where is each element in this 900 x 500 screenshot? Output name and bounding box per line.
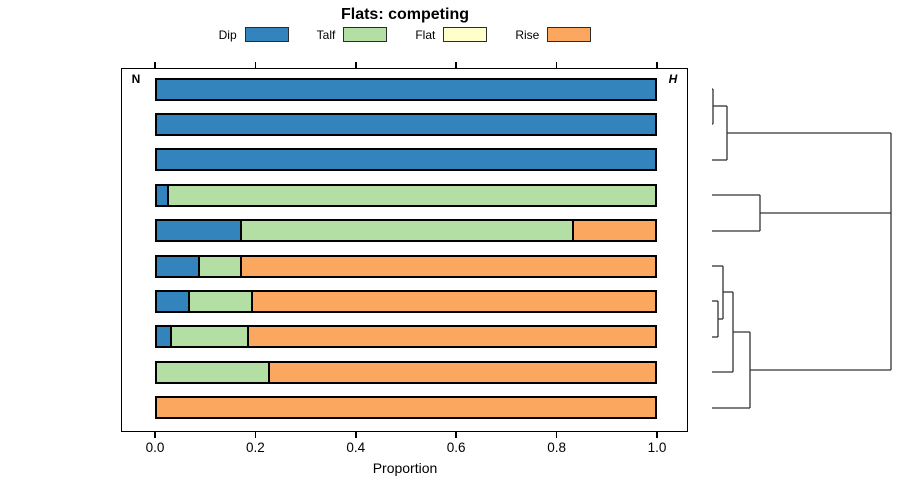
x-tick-top bbox=[555, 62, 558, 68]
x-tick-label: 0.0 bbox=[145, 440, 165, 455]
bar-segment-talf bbox=[240, 221, 572, 241]
stacked-bar-pintura bbox=[155, 254, 657, 278]
bar-segment-dip bbox=[157, 292, 188, 312]
stacked-bar-morongo bbox=[155, 112, 657, 136]
legend-label: Flat bbox=[415, 27, 436, 42]
bar-segment-rise bbox=[240, 256, 655, 276]
stacked-bar-toquop bbox=[155, 77, 657, 101]
x-tick-bottom bbox=[154, 432, 156, 438]
legend-swatch-flat bbox=[443, 27, 488, 42]
x-tick-bottom bbox=[455, 432, 457, 438]
x-tick-label: 0.8 bbox=[547, 440, 566, 455]
stacked-bar-brazito bbox=[155, 219, 657, 243]
stacked-bar-copia bbox=[155, 360, 657, 384]
bar-segment-dip bbox=[157, 185, 167, 205]
x-tick-top bbox=[355, 62, 357, 68]
x-tick-top bbox=[154, 62, 156, 68]
legend-swatch-rise bbox=[547, 27, 592, 42]
legend-label: Talf bbox=[316, 27, 336, 42]
stacked-bar-granoso bbox=[155, 183, 657, 207]
bar-segment-talf bbox=[187, 292, 251, 312]
legend-label: Dip bbox=[218, 27, 237, 42]
bar-segment-talf bbox=[169, 327, 247, 347]
legend-swatch-talf bbox=[343, 27, 388, 42]
plot-area bbox=[121, 68, 688, 432]
x-tick-top bbox=[455, 62, 457, 68]
bar-segment-dip bbox=[157, 256, 199, 276]
x-tick-bottom bbox=[254, 432, 257, 438]
legend-swatch-dip bbox=[244, 27, 289, 42]
legend-item-rise: Rise bbox=[515, 27, 592, 42]
x-tick-label: 0.4 bbox=[346, 440, 366, 455]
x-tick-bottom bbox=[656, 432, 658, 438]
x-tick-top bbox=[656, 62, 658, 68]
stacked-bar-cajon bbox=[155, 290, 657, 314]
stacked-bar-azulugar bbox=[155, 148, 657, 172]
legend: Dip Talf Flat Rise bbox=[0, 27, 810, 42]
bar-segment-rise bbox=[246, 327, 655, 347]
x-tick-label: 1.0 bbox=[647, 440, 667, 455]
legend-item-talf: Talf bbox=[317, 27, 388, 42]
legend-item-dip: Dip bbox=[219, 27, 289, 42]
x-tick-label: 0.6 bbox=[446, 440, 466, 455]
x-axis-title: Proportion bbox=[372, 460, 438, 476]
bar-segment-dip bbox=[157, 327, 170, 347]
n-column-header: N bbox=[131, 72, 141, 86]
bar-segment-talf bbox=[157, 362, 268, 382]
bar-segment-rise bbox=[571, 221, 655, 241]
bar-segment-dip bbox=[157, 114, 655, 134]
bar-segment-rise bbox=[250, 292, 655, 312]
bar-segment-dip bbox=[157, 150, 655, 170]
stacked-bar-bluepoint bbox=[155, 325, 657, 349]
x-tick-bottom bbox=[555, 432, 558, 438]
h-column-header: H bbox=[668, 72, 678, 86]
x-tick-top bbox=[254, 62, 257, 68]
bar-segment-talf bbox=[166, 185, 655, 205]
x-tick-bottom bbox=[355, 432, 357, 438]
bar-segment-dip bbox=[157, 221, 241, 241]
bar-segment-talf bbox=[198, 256, 241, 276]
bar-segment-rise bbox=[157, 398, 655, 418]
chart-title: Flats: competing bbox=[340, 6, 469, 23]
x-tick-label: 0.2 bbox=[246, 440, 265, 455]
legend-label: Rise bbox=[515, 27, 540, 42]
bar-segment-rise bbox=[267, 362, 655, 382]
legend-item-flat: Flat bbox=[415, 27, 488, 42]
stacked-bar-yturbide bbox=[155, 396, 657, 420]
bar-segment-dip bbox=[157, 79, 655, 99]
